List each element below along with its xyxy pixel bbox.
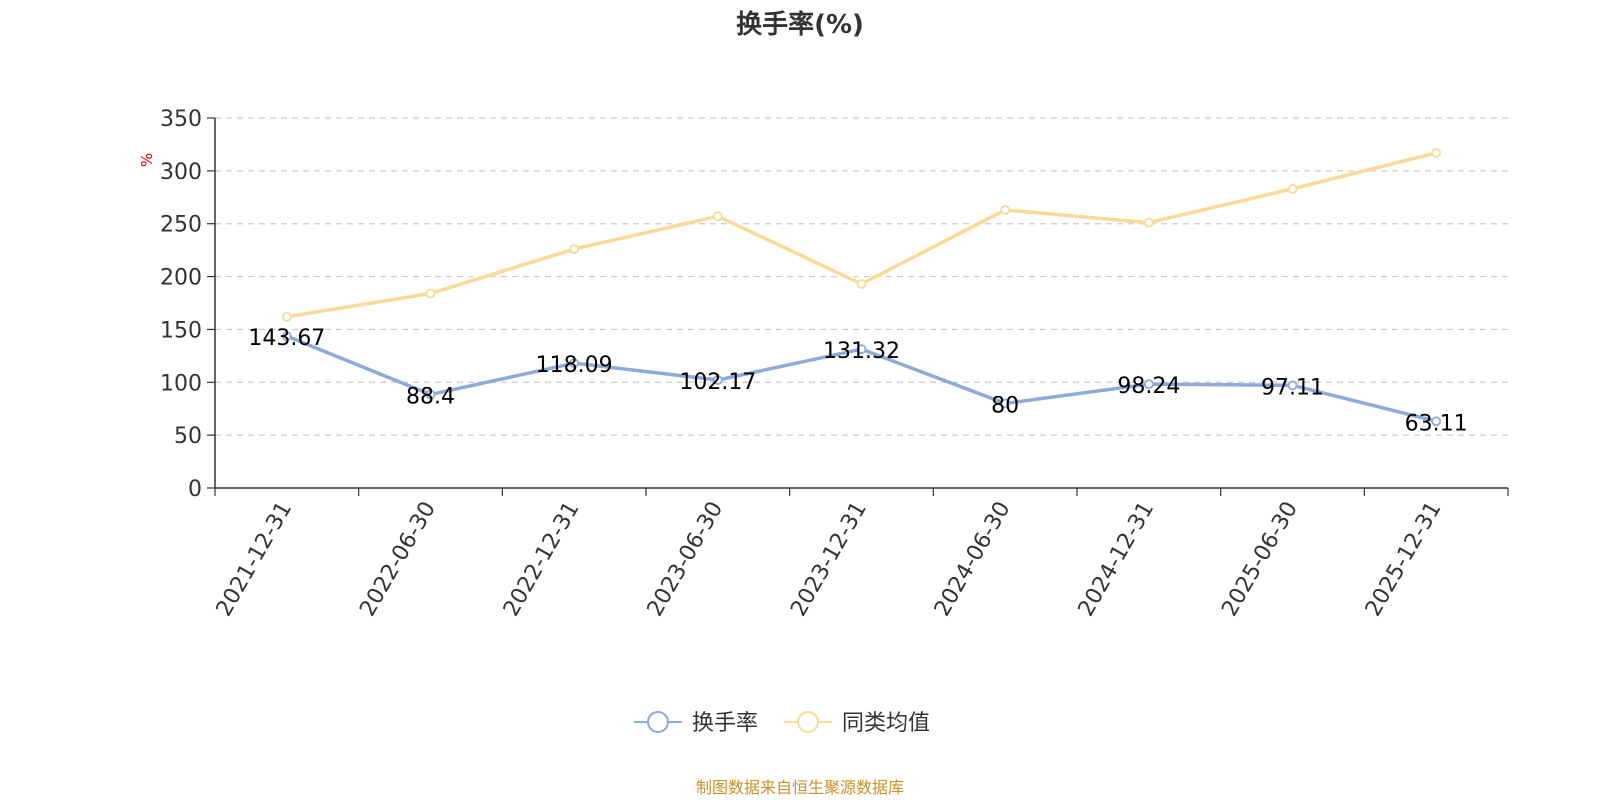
x-tick-label: 2023-12-31 [786,498,872,621]
series-2 [281,147,1442,322]
data-label: 118.09 [536,353,613,378]
data-point[interactable] [425,389,436,400]
y-tick-label: 100 [160,371,202,396]
y-tick-label: 300 [160,160,202,185]
x-tick-label: 2024-12-31 [1074,498,1160,621]
data-label: 63.11 [1405,411,1468,436]
legend-marker-icon [647,711,669,733]
series-lines [281,147,1442,427]
x-tick-label: 2023-06-30 [643,498,729,621]
series-line [286,151,1437,319]
data-source-note: 制图数据来自恒生聚源数据库 [696,778,904,797]
y-tick-label: 350 [160,107,202,132]
legend-marker-icon [797,711,819,733]
legend-item[interactable]: 换手率 [634,711,758,736]
x-tick-label: 2024-06-30 [930,498,1016,621]
data-point[interactable] [281,331,292,342]
data-label: 131.32 [823,339,900,364]
data-point[interactable] [1000,205,1011,215]
y-tick-label: 200 [160,266,202,291]
data-point[interactable] [1431,416,1442,427]
data-point[interactable] [569,244,580,254]
x-tick-label: 2025-12-31 [1361,498,1447,621]
data-point[interactable] [856,279,867,289]
data-point[interactable] [1143,379,1154,390]
legend-item[interactable]: 同类均值 [784,711,930,736]
data-label: 97.11 [1261,375,1324,400]
data-point[interactable] [281,311,292,322]
legend-label: 换手率 [692,711,758,736]
data-point[interactable] [1431,147,1442,158]
data-point[interactable] [712,211,723,222]
legend-label: 同类均值 [842,711,930,736]
data-point[interactable] [1000,398,1011,409]
data-labels: 143.67 88.4 118.09 102.17 131.32 80 98.24 97.11… [248,326,1467,436]
x-tick-label: 2025-06-30 [1217,498,1303,621]
data-label: 80 [991,393,1019,418]
data-label: 143.67 [248,326,325,351]
x-tick-label: 2022-06-30 [355,498,441,621]
data-point[interactable] [712,375,723,385]
data-point[interactable] [425,288,436,299]
y-axis-unit-label: % [138,153,156,167]
y-tick-label: 150 [160,318,202,343]
data-point[interactable] [1143,217,1154,228]
data-label: 102.17 [679,370,756,395]
data-point[interactable] [1287,183,1298,194]
legend[interactable]: 换手率 同类均值 [634,711,930,736]
x-tick-label: 2021-12-31 [212,498,298,621]
y-tick-label: 50 [174,424,202,449]
y-tick-label: 250 [160,213,202,238]
data-label: 98.24 [1117,374,1180,399]
data-label: 88.4 [406,385,455,410]
y-tick-label: 0 [188,477,202,502]
x-tick-label: 2022-12-31 [499,498,585,621]
data-point[interactable] [1287,380,1298,391]
data-point[interactable] [856,344,867,355]
series-1 [281,331,1442,427]
data-point[interactable] [569,358,580,369]
chart-title: 换手率(%) [736,9,864,40]
